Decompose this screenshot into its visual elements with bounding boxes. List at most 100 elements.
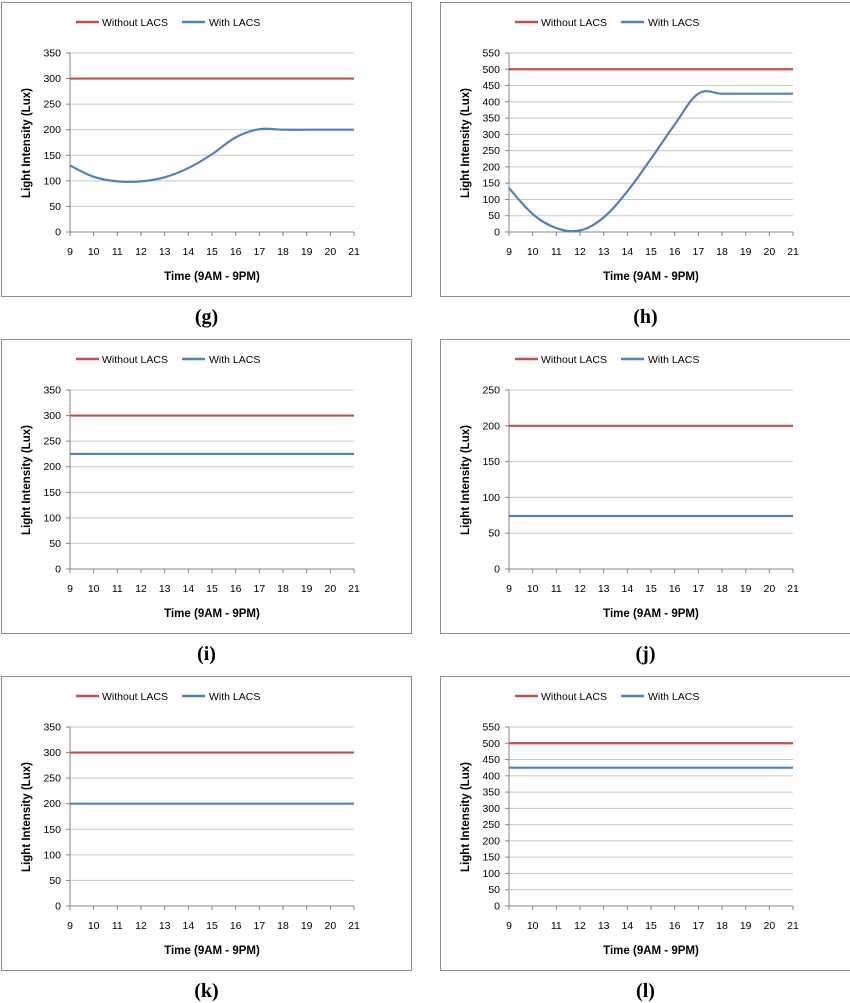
y-tick-label: 0 xyxy=(494,227,500,239)
x-tick-label: 17 xyxy=(253,246,265,258)
legend-label-without-lacs: Without LACS xyxy=(541,354,607,366)
x-axis-title: Time (9AM - 9PM) xyxy=(164,945,260,957)
y-tick-label: 0 xyxy=(55,564,61,576)
legend: Without LACS With LACS xyxy=(76,691,260,703)
y-tick-label: 300 xyxy=(43,73,61,85)
y-tick-label: 550 xyxy=(482,48,500,60)
x-tick-label: 9 xyxy=(506,583,512,595)
x-tick-label: 13 xyxy=(598,920,610,932)
x-tick-label: 21 xyxy=(348,583,360,595)
legend-label-with-lacs: With LACS xyxy=(648,17,699,29)
x-tick-label: 21 xyxy=(787,920,799,932)
x-tick-label: 19 xyxy=(301,920,313,932)
x-axis: 9 10 11 12 13 14 15 16 17 18 19 20 21 xyxy=(506,906,799,932)
x-tick-label: 14 xyxy=(182,920,194,932)
legend: Without LACS With LACS xyxy=(515,17,699,29)
y-tick-label: 250 xyxy=(482,145,500,157)
x-tick-label: 19 xyxy=(740,583,752,595)
x-axis: 9 10 11 12 13 14 15 16 17 18 19 20 21 xyxy=(67,569,360,595)
x-tick-label: 17 xyxy=(253,583,265,595)
y-axis: 0 50 100 150 200 250 300 350 xyxy=(43,48,354,239)
x-tick-label: 12 xyxy=(135,920,147,932)
x-axis-title: Time (9AM - 9PM) xyxy=(164,271,260,283)
x-tick-label: 11 xyxy=(551,920,562,932)
x-tick-label: 18 xyxy=(277,246,289,258)
x-tick-label: 10 xyxy=(527,583,539,595)
chart-caption: (h) xyxy=(633,306,658,328)
x-tick-label: 11 xyxy=(551,246,562,258)
x-axis: 9 10 11 12 13 14 15 16 17 18 19 20 21 xyxy=(67,232,360,258)
y-tick-label: 50 xyxy=(488,528,500,540)
x-tick-label: 15 xyxy=(645,246,657,258)
x-tick-label: 14 xyxy=(621,583,633,595)
y-tick-label: 100 xyxy=(43,512,61,524)
x-tick-label: 19 xyxy=(301,246,313,258)
x-tick-label: 12 xyxy=(135,246,147,258)
x-tick-label: 20 xyxy=(324,246,336,258)
chart-panel: Without LACS With LACS 0 50 100 150 200 250 300 3… xyxy=(440,2,850,297)
y-tick-label: 400 xyxy=(482,96,500,108)
y-axis: 0 50 100 150 200 250 300 350 xyxy=(43,385,354,576)
y-tick-label: 250 xyxy=(43,436,61,448)
x-tick-label: 19 xyxy=(301,583,313,595)
y-axis-title: Light Intensity (Lux) xyxy=(460,762,472,872)
chart-caption: (i) xyxy=(197,643,216,665)
series-line-with-lacs xyxy=(69,127,354,184)
y-tick-label: 500 xyxy=(482,64,500,76)
y-tick-label: 200 xyxy=(482,835,500,847)
chart-panel: Without LACS With LACS 0 50 100 150 200 250 300 3… xyxy=(440,676,850,971)
x-tick-label: 21 xyxy=(787,246,799,258)
chart-panel: Without LACS With LACS 0 50 100 150 200 250 300 3… xyxy=(1,676,412,971)
x-tick-label: 13 xyxy=(598,246,610,258)
x-tick-label: 20 xyxy=(763,583,775,595)
x-tick-label: 21 xyxy=(348,246,360,258)
chart-caption: (j) xyxy=(635,643,656,665)
x-tick-label: 20 xyxy=(324,583,336,595)
x-axis-title: Time (9AM - 9PM) xyxy=(164,608,260,620)
y-tick-label: 150 xyxy=(482,178,500,190)
x-tick-label: 14 xyxy=(621,920,633,932)
x-axis-title: Time (9AM - 9PM) xyxy=(603,271,699,283)
y-axis: 0 50 100 150 200 250 300 350 400 450 500 550 xyxy=(482,722,793,913)
x-tick-label: 11 xyxy=(551,583,562,595)
x-axis-title: Time (9AM - 9PM) xyxy=(603,945,699,957)
legend: Without LACS With LACS xyxy=(76,354,260,366)
x-tick-label: 14 xyxy=(182,583,194,595)
x-tick-label: 13 xyxy=(159,920,171,932)
y-tick-label: 50 xyxy=(49,875,61,887)
x-tick-label: 13 xyxy=(598,583,610,595)
y-tick-label: 150 xyxy=(43,824,61,836)
y-tick-label: 100 xyxy=(43,849,61,861)
x-tick-label: 18 xyxy=(277,920,289,932)
y-tick-label: 0 xyxy=(494,901,500,913)
x-tick-label: 12 xyxy=(574,246,586,258)
x-tick-label: 10 xyxy=(527,920,539,932)
x-tick-label: 19 xyxy=(740,920,752,932)
y-axis-title: Light Intensity (Lux) xyxy=(21,762,33,872)
x-tick-label: 9 xyxy=(506,246,512,258)
x-tick-label: 10 xyxy=(88,920,100,932)
y-axis-title: Light Intensity (Lux) xyxy=(21,425,33,535)
y-tick-label: 450 xyxy=(482,80,500,92)
x-axis: 9 10 11 12 13 14 15 16 17 18 19 20 21 xyxy=(67,906,360,932)
y-tick-label: 100 xyxy=(482,492,500,504)
x-tick-label: 16 xyxy=(669,246,681,258)
y-tick-label: 0 xyxy=(494,564,500,576)
y-tick-label: 0 xyxy=(55,227,61,239)
chart-svg: Without LACS With LACS 0 50 100 150 200 250 300 3… xyxy=(21,691,360,957)
x-tick-label: 10 xyxy=(88,246,100,258)
x-tick-label: 16 xyxy=(669,920,681,932)
x-tick-label: 9 xyxy=(67,583,73,595)
x-tick-label: 17 xyxy=(692,246,704,258)
chart-panel: Without LACS With LACS 0 50 100 150 200 250 300 3… xyxy=(1,339,412,634)
y-tick-label: 150 xyxy=(482,852,500,864)
chart-svg: Without LACS With LACS 0 50 100 150 200 250 9 10 1… xyxy=(460,354,799,620)
y-tick-label: 50 xyxy=(488,210,500,222)
y-tick-label: 300 xyxy=(482,129,500,141)
x-tick-label: 16 xyxy=(230,246,242,258)
x-tick-label: 14 xyxy=(182,246,194,258)
y-tick-label: 400 xyxy=(482,770,500,782)
x-tick-label: 9 xyxy=(506,920,512,932)
x-tick-label: 18 xyxy=(716,920,728,932)
x-axis-title: Time (9AM - 9PM) xyxy=(603,608,699,620)
